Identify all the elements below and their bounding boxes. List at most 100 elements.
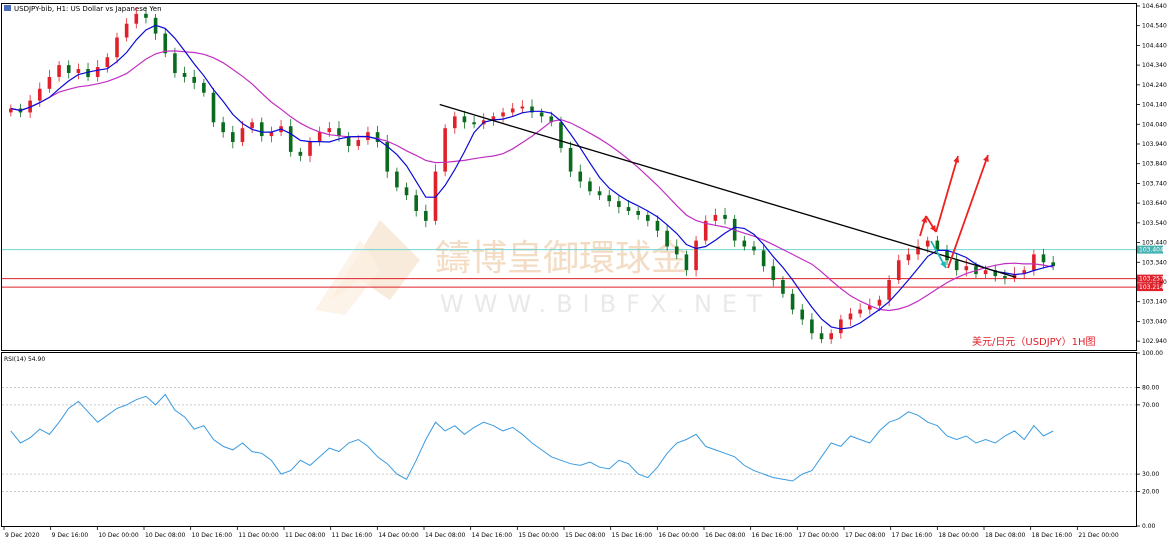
date-tick-label: 9 Dec 16:00 xyxy=(52,532,89,539)
watermark-subtext: WWW.BIBFX.NET xyxy=(440,290,772,318)
fast-ma-line xyxy=(10,24,1054,330)
candle-body xyxy=(887,280,891,300)
date-tick-label: 18 Dec 00:00 xyxy=(938,532,979,539)
arrow-red-up-2-head-icon xyxy=(983,155,989,162)
candle-body xyxy=(723,214,727,219)
candle-body xyxy=(134,13,139,24)
candle-body xyxy=(829,333,833,340)
candle-body xyxy=(9,108,13,113)
price-tick-label: 104.640 xyxy=(1142,3,1167,10)
candle-body xyxy=(414,195,418,212)
candle-body xyxy=(356,140,361,146)
date-tick-label: 14 Dec 00:00 xyxy=(378,532,419,539)
arrow-red-up-1-head-icon xyxy=(953,156,960,163)
price-tick-label: 104.040 xyxy=(1142,121,1167,128)
candle-body xyxy=(761,250,766,267)
arrow-red-up-1[interactable] xyxy=(935,155,959,233)
candle-body xyxy=(781,280,785,294)
candle-body xyxy=(1032,254,1036,271)
date-tick-label: 16 Dec 00:00 xyxy=(658,532,699,539)
trendline-group[interactable] xyxy=(439,103,1016,278)
candle-body xyxy=(810,319,814,334)
trendline[interactable] xyxy=(439,103,1016,278)
rsi-axis: 100.00 80.00 70.00 30.00 20.00 0.00 xyxy=(1136,350,1163,530)
candle-body xyxy=(76,69,81,74)
candle-body xyxy=(694,240,698,271)
candle-body xyxy=(549,116,554,123)
date-tick-label: 15 Dec 00:00 xyxy=(518,532,559,539)
candle-body xyxy=(597,191,602,196)
candle-body xyxy=(588,181,592,192)
candle-body xyxy=(221,122,225,133)
rsi-panel[interactable] xyxy=(1,352,1137,527)
candle-body xyxy=(269,132,274,137)
candle-body xyxy=(115,37,119,58)
candle-body xyxy=(37,88,42,101)
price-tick-label: 104.240 xyxy=(1142,82,1167,89)
candle-body xyxy=(906,254,911,261)
projection-arrows[interactable] xyxy=(919,154,989,269)
candle-body xyxy=(124,23,129,38)
candle-body xyxy=(800,309,805,320)
price-tick-label: 103.340 xyxy=(1142,259,1167,266)
candle-body xyxy=(964,266,969,271)
candle-body xyxy=(742,240,747,247)
date-tick-label: 10 Dec 16:00 xyxy=(192,532,233,539)
date-tick-label: 9 Dec 2020 xyxy=(5,532,40,539)
candle-body xyxy=(47,76,52,89)
candle-body xyxy=(182,73,187,77)
candle-body xyxy=(443,128,447,172)
arrow-cyan-down-head-icon xyxy=(940,261,946,268)
date-tick-label: 17 Dec 00:00 xyxy=(798,532,839,539)
price-badge xyxy=(1137,245,1163,254)
price-tick-label: 103.440 xyxy=(1142,240,1167,247)
candle-body xyxy=(288,126,293,152)
candle-body xyxy=(308,142,312,156)
candle-body xyxy=(578,171,583,182)
rsi-levels xyxy=(2,387,1136,492)
candle-body xyxy=(935,240,940,251)
date-tick-label: 16 Dec 08:00 xyxy=(705,532,746,539)
candle-body xyxy=(626,207,631,212)
arrow-red-small-2-head-icon xyxy=(930,225,936,232)
candle-body xyxy=(424,211,428,221)
date-tick-label: 17 Dec 16:00 xyxy=(892,532,933,539)
candle-body xyxy=(472,122,476,125)
candle-body xyxy=(28,100,32,113)
candle-body xyxy=(530,106,534,113)
arrow-red-up-2[interactable] xyxy=(947,154,989,269)
moving-averages xyxy=(10,24,1054,330)
date-tick-label: 10 Dec 00:00 xyxy=(98,532,139,539)
candle-body xyxy=(385,142,390,172)
price-badge-label: 103.214 xyxy=(1139,284,1164,291)
candle-body xyxy=(433,171,438,221)
date-tick-label: 14 Dec 08:00 xyxy=(425,532,466,539)
price-tick-label: 104.140 xyxy=(1142,102,1167,109)
candle-body xyxy=(945,250,949,261)
date-tick-label: 15 Dec 08:00 xyxy=(565,532,606,539)
candle-body xyxy=(703,220,708,241)
candle-body xyxy=(617,201,621,208)
price-tick-label: 103.740 xyxy=(1142,180,1167,187)
candle-body xyxy=(636,211,640,215)
candle-body xyxy=(848,313,853,320)
rsi-tick-label: 80.00 xyxy=(1142,385,1159,392)
price-tick-label: 103.640 xyxy=(1142,200,1167,207)
candle-body xyxy=(925,240,930,247)
candle-body xyxy=(1041,254,1046,263)
price-panel[interactable] xyxy=(1,3,1137,351)
candle-body xyxy=(298,151,303,156)
candle-body xyxy=(607,195,612,202)
candle-body xyxy=(491,116,496,121)
date-tick-label: 16 Dec 16:00 xyxy=(752,532,793,539)
date-tick-label: 18 Dec 16:00 xyxy=(1032,532,1073,539)
candle-body xyxy=(646,214,650,221)
rsi-tick-label: 30.00 xyxy=(1142,471,1159,478)
candle-body xyxy=(520,106,525,109)
watermark: 鑄博皇御環球金 WWW.BIBFX.NET xyxy=(315,220,772,318)
date-tick-label: 11 Dec 00:00 xyxy=(238,532,279,539)
date-tick-label: 17 Dec 08:00 xyxy=(845,532,886,539)
